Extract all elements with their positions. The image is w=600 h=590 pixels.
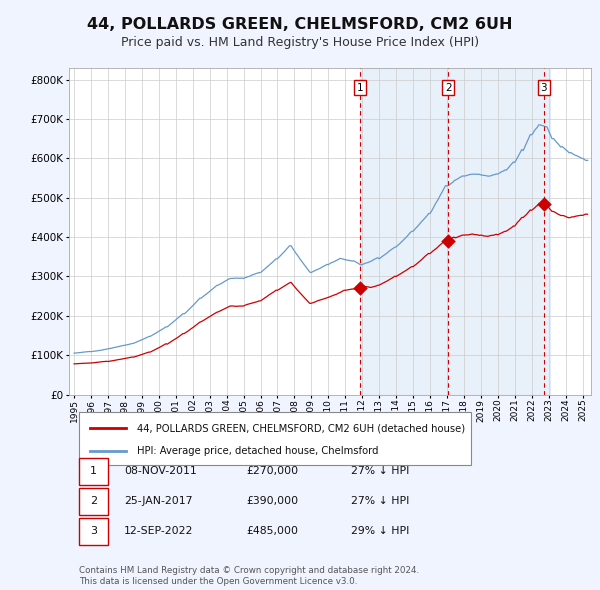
Text: HPI: Average price, detached house, Chelmsford: HPI: Average price, detached house, Chel… [137, 447, 379, 457]
Text: 3: 3 [541, 83, 547, 93]
Text: 44, POLLARDS GREEN, CHELMSFORD, CM2 6UH: 44, POLLARDS GREEN, CHELMSFORD, CM2 6UH [87, 17, 513, 32]
Text: 12-SEP-2022: 12-SEP-2022 [124, 526, 193, 536]
FancyBboxPatch shape [79, 458, 108, 485]
Text: Price paid vs. HM Land Registry's House Price Index (HPI): Price paid vs. HM Land Registry's House … [121, 36, 479, 49]
Text: £390,000: £390,000 [247, 496, 299, 506]
Point [443, 237, 453, 246]
Text: £485,000: £485,000 [247, 526, 298, 536]
Text: Contains HM Land Registry data © Crown copyright and database right 2024.
This d: Contains HM Land Registry data © Crown c… [79, 566, 419, 586]
Text: 2: 2 [445, 83, 451, 93]
Text: 27% ↓ HPI: 27% ↓ HPI [351, 466, 409, 476]
FancyBboxPatch shape [79, 518, 108, 545]
Text: 2: 2 [90, 496, 97, 506]
FancyBboxPatch shape [79, 412, 471, 465]
FancyBboxPatch shape [79, 488, 108, 515]
Point [539, 199, 548, 208]
Bar [360, 68, 550, 395]
Point [355, 284, 365, 293]
Text: 08-NOV-2011: 08-NOV-2011 [124, 466, 197, 476]
Text: 27% ↓ HPI: 27% ↓ HPI [351, 496, 409, 506]
Text: 25-JAN-2017: 25-JAN-2017 [124, 496, 193, 506]
Text: 1: 1 [356, 83, 363, 93]
Text: £270,000: £270,000 [247, 466, 299, 476]
Text: 1: 1 [90, 466, 97, 476]
Text: 3: 3 [90, 526, 97, 536]
Text: 44, POLLARDS GREEN, CHELMSFORD, CM2 6UH (detached house): 44, POLLARDS GREEN, CHELMSFORD, CM2 6UH … [137, 424, 465, 434]
Text: 29% ↓ HPI: 29% ↓ HPI [351, 526, 409, 536]
